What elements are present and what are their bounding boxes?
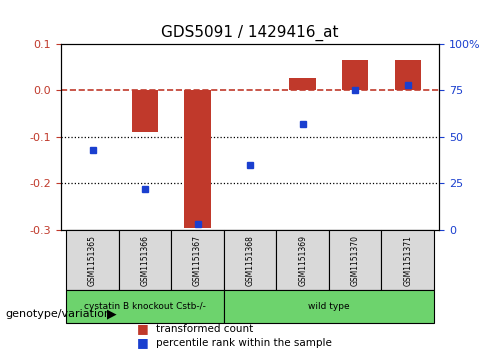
FancyBboxPatch shape bbox=[329, 230, 382, 290]
Bar bbox=[395, 60, 421, 90]
Text: wild type: wild type bbox=[308, 302, 350, 311]
Text: genotype/variation: genotype/variation bbox=[5, 309, 111, 319]
FancyBboxPatch shape bbox=[66, 230, 119, 290]
FancyBboxPatch shape bbox=[382, 230, 434, 290]
FancyBboxPatch shape bbox=[171, 230, 224, 290]
Text: GSM1151365: GSM1151365 bbox=[88, 235, 97, 286]
Text: GSM1151367: GSM1151367 bbox=[193, 235, 202, 286]
Text: GSM1151370: GSM1151370 bbox=[351, 235, 360, 286]
Bar bbox=[132, 90, 158, 132]
FancyBboxPatch shape bbox=[224, 290, 434, 323]
Text: cystatin B knockout Cstb-/-: cystatin B knockout Cstb-/- bbox=[84, 302, 206, 311]
FancyBboxPatch shape bbox=[224, 230, 276, 290]
FancyBboxPatch shape bbox=[66, 290, 224, 323]
Text: GSM1151366: GSM1151366 bbox=[141, 235, 149, 286]
Text: percentile rank within the sample: percentile rank within the sample bbox=[156, 338, 332, 348]
Text: GSM1151368: GSM1151368 bbox=[245, 235, 255, 286]
Bar bbox=[289, 78, 316, 90]
Text: transformed count: transformed count bbox=[156, 323, 253, 334]
FancyBboxPatch shape bbox=[276, 230, 329, 290]
Text: ▶: ▶ bbox=[107, 307, 117, 321]
FancyBboxPatch shape bbox=[119, 230, 171, 290]
Title: GDS5091 / 1429416_at: GDS5091 / 1429416_at bbox=[162, 25, 339, 41]
Text: GSM1151371: GSM1151371 bbox=[403, 235, 412, 286]
Bar bbox=[184, 90, 211, 228]
Bar bbox=[342, 60, 368, 90]
Text: ■: ■ bbox=[137, 337, 148, 350]
Text: ■: ■ bbox=[137, 322, 148, 335]
Text: GSM1151369: GSM1151369 bbox=[298, 235, 307, 286]
